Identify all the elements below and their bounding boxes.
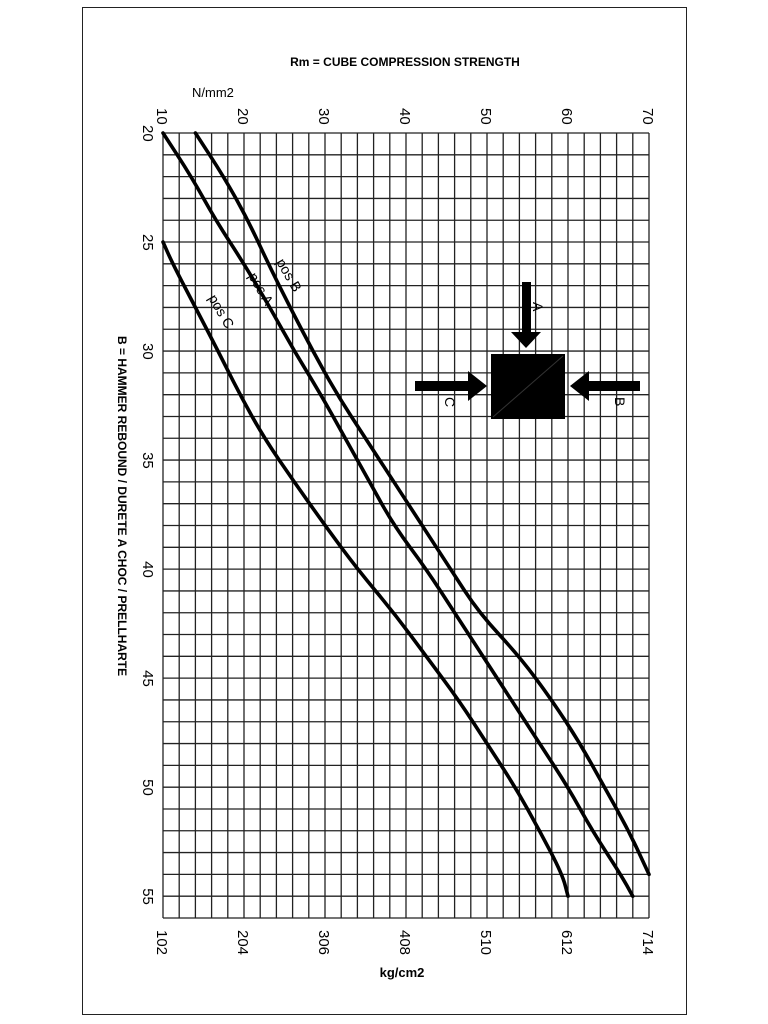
y-tick-label: 40	[139, 561, 156, 578]
chart-title: Rm = CUBE COMPRESSION STRENGTH	[290, 55, 520, 69]
bottom-tick-label: 612	[558, 930, 575, 955]
arrow-b-label: B	[612, 397, 628, 406]
top-tick-label: 10	[153, 108, 170, 125]
arrow-a-icon	[511, 282, 541, 348]
y-tick-label: 55	[139, 888, 156, 905]
bottom-tick-label: 204	[234, 930, 251, 955]
arrow-c-label: C	[442, 397, 458, 407]
top-tick-label: 30	[315, 108, 332, 125]
top-tick-label: 50	[477, 108, 494, 125]
y-tick-label: 50	[139, 779, 156, 796]
top-tick-label: 40	[396, 108, 413, 125]
cube-diagonal	[492, 355, 564, 418]
y-tick-label: 30	[139, 343, 156, 360]
arrow-b-icon	[570, 371, 640, 401]
chart-frame	[82, 7, 687, 1015]
top-axis-unit: N/mm2	[192, 85, 234, 100]
bottom-tick-label: 408	[396, 930, 413, 955]
bottom-tick-label: 306	[315, 930, 332, 955]
top-tick-label: 70	[639, 108, 656, 125]
bottom-axis-unit: kg/cm2	[380, 965, 425, 980]
bottom-tick-label: 714	[639, 930, 656, 955]
top-tick-label: 20	[234, 108, 251, 125]
y-tick-label: 45	[139, 670, 156, 687]
arrow-c-icon	[415, 371, 487, 401]
curve-label-pos-b: pos B	[273, 256, 305, 295]
curve-pos-c	[161, 240, 570, 898]
curve-pos-b	[193, 131, 651, 877]
y-axis-label: B = HAMMER REBOUND / DURETE A CHOC / PRE…	[115, 336, 129, 676]
bottom-tick-label: 510	[477, 930, 494, 955]
curve-label-pos-c: pos C	[205, 292, 237, 332]
y-tick-label: 20	[139, 125, 156, 142]
cube-diagram: A B C	[415, 282, 640, 419]
y-tick-label: 25	[139, 234, 156, 251]
y-tick-label: 35	[139, 452, 156, 469]
arrow-a-label: A	[530, 302, 546, 312]
top-tick-label: 60	[558, 108, 575, 125]
chart-curves	[161, 131, 651, 898]
bottom-tick-label: 102	[153, 930, 170, 955]
curve-pos-a	[161, 131, 635, 898]
